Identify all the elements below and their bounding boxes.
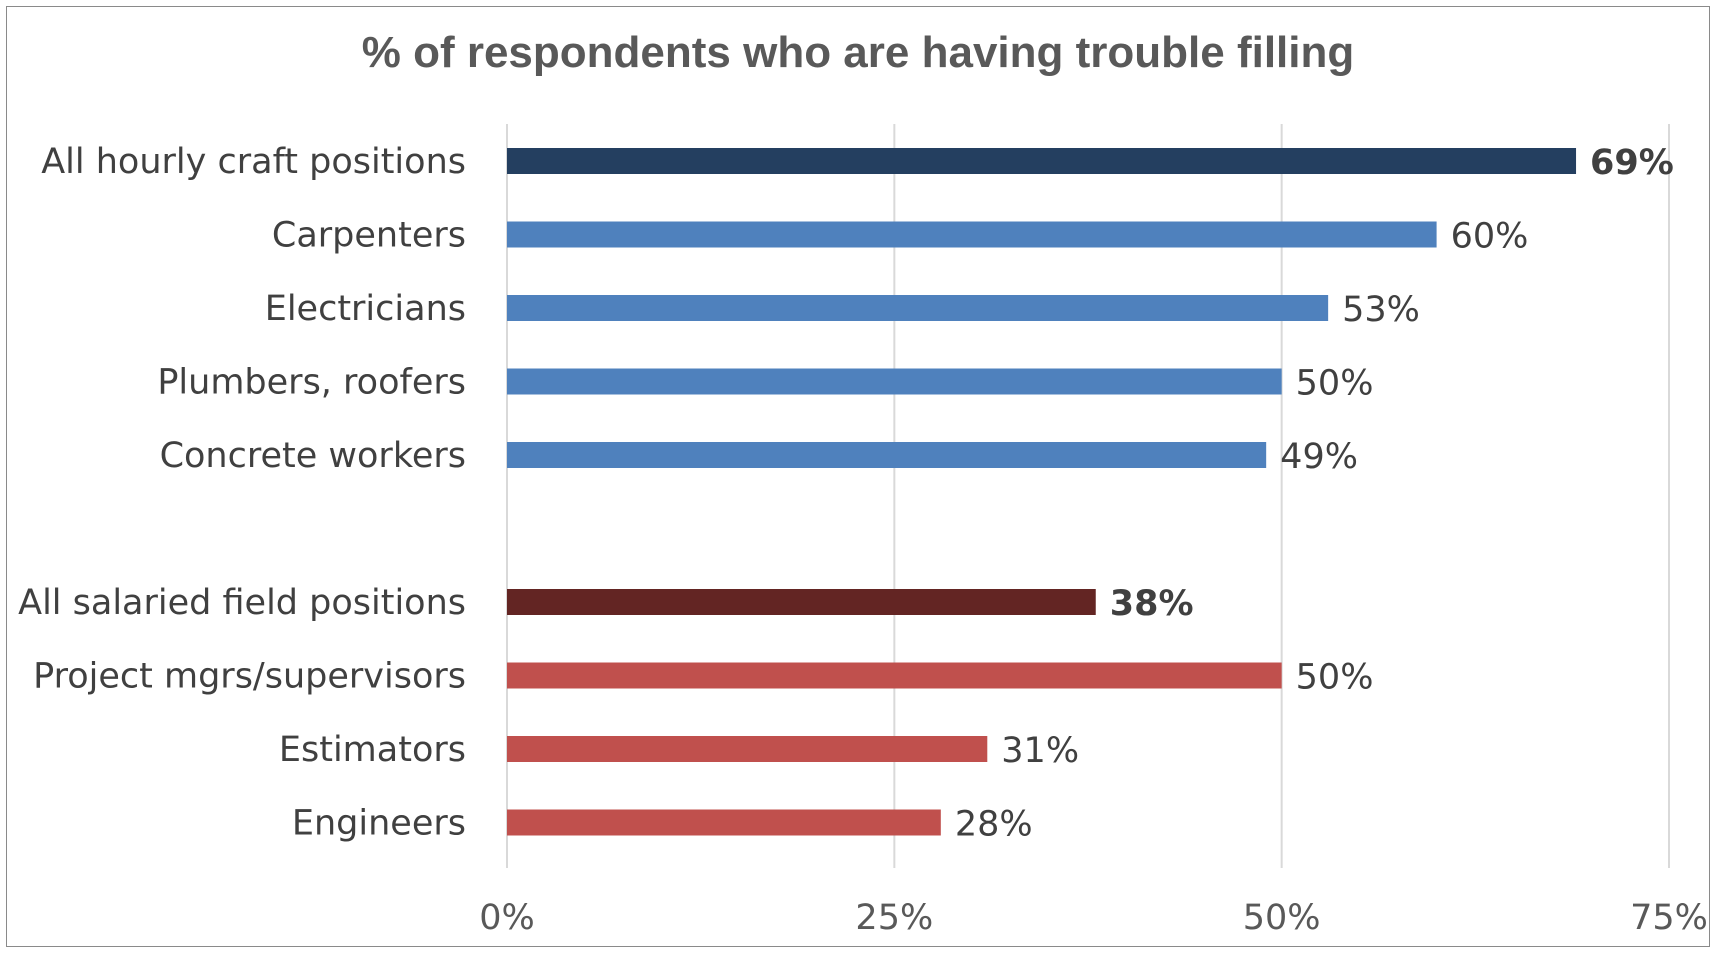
x-tick-label: 75% (1630, 898, 1708, 938)
bar (507, 662, 1282, 689)
chart-title: % of respondents who are having trouble … (361, 28, 1355, 77)
category-label: Estimators (279, 730, 466, 770)
data-label: 50% (1296, 658, 1374, 698)
data-label: 53% (1342, 290, 1420, 330)
data-label: 49% (1280, 437, 1358, 477)
bar (507, 295, 1329, 321)
data-label: 60% (1451, 217, 1529, 257)
x-tick-label: 25% (855, 898, 933, 938)
category-label: Concrete workers (160, 436, 466, 476)
data-label: 31% (1001, 731, 1079, 771)
data-label: 69% (1590, 143, 1674, 183)
bar (507, 589, 1096, 615)
category-label: All salaried field positions (18, 583, 466, 623)
data-label: 50% (1296, 364, 1374, 404)
bar (507, 442, 1267, 468)
x-tick-label: 50% (1243, 898, 1321, 938)
category-label: Project mgrs/supervisors (33, 657, 466, 697)
data-label: 38% (1110, 584, 1194, 624)
category-label: All hourly craft positions (41, 142, 466, 182)
category-label: Carpenters (272, 216, 466, 256)
category-label: Plumbers, roofers (157, 363, 466, 403)
x-tick-label: 0% (479, 898, 535, 938)
data-label: 28% (955, 805, 1033, 845)
bar (507, 809, 941, 836)
bar (507, 736, 988, 762)
bar (507, 368, 1282, 395)
category-label: Electricians (265, 289, 466, 329)
bar (507, 221, 1437, 248)
bar (507, 148, 1577, 174)
category-label: Engineers (292, 804, 466, 844)
